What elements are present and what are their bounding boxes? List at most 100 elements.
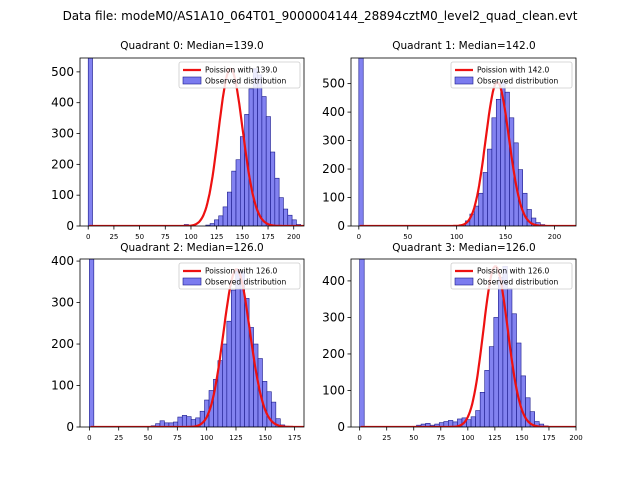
legend-bar-swatch <box>454 76 474 85</box>
x-tick-label: 25 <box>382 434 391 442</box>
legend-box <box>450 61 573 89</box>
histogram-bar <box>214 219 220 226</box>
x-tick-label: 175 <box>542 434 555 442</box>
histogram-bar <box>491 117 497 226</box>
y-tick-label: 400 <box>322 105 345 119</box>
plot-area <box>359 259 576 427</box>
histogram-bar <box>488 346 495 427</box>
histogram-bar <box>274 177 280 226</box>
x-tick-label: 75 <box>436 434 445 442</box>
histogram-bar <box>487 148 493 226</box>
y-tick-label: 200 <box>51 337 74 351</box>
histogram-bar <box>359 259 365 427</box>
x-tick-label: 150 <box>236 233 249 241</box>
legend-label-observed: Observed distribution <box>477 278 558 287</box>
panel-quadrant-3: Quadrant 3: Median=126.0 0 25 50 75 100 125 15… <box>322 242 583 442</box>
panel-title: Quadrant 0: Median=139.0 <box>120 40 263 52</box>
x-tick-label: 75 <box>173 434 182 442</box>
y-tick-label: 100 <box>322 383 345 397</box>
y-tick-label: 500 <box>51 65 74 79</box>
panel-title: Quadrant 2: Median=126.0 <box>120 242 263 254</box>
x-tick-label: 0 <box>357 233 361 241</box>
x-tick-label: 50 <box>409 434 418 442</box>
x-tick-label: 25 <box>114 434 123 442</box>
legend-bar-swatch <box>182 76 202 85</box>
x-tick-label: 0 <box>87 434 91 442</box>
histogram-bar <box>261 96 267 226</box>
panel-quadrant-2: Quadrant 2: Median=126.0 0 25 50 75 100 125 15… <box>51 242 305 442</box>
legend-box <box>450 262 573 290</box>
histogram-bar <box>218 215 224 226</box>
y-tick-label: 200 <box>51 157 74 171</box>
y-tick-label: 400 <box>51 254 74 268</box>
x-tick-label: 0 <box>86 233 90 241</box>
x-tick-label: 175 <box>288 434 301 442</box>
histogram-bar <box>278 197 284 226</box>
x-tick-label: 200 <box>548 233 561 241</box>
histogram-bar <box>231 170 237 226</box>
histogram-bar <box>235 269 241 427</box>
x-tick-label: 75 <box>161 233 170 241</box>
histogram-bar <box>222 206 228 226</box>
x-tick-label: 0 <box>357 434 361 442</box>
x-tick-label: 125 <box>229 434 242 442</box>
legend-label-observed: Observed distribution <box>205 77 286 86</box>
axes-frame <box>79 57 305 227</box>
histogram-bar <box>475 410 481 427</box>
x-tick-label: 150 <box>499 233 512 241</box>
histogram-bar <box>275 418 281 427</box>
x-tick-label: 125 <box>210 233 223 241</box>
panel-title: Quadrant 1: Median=142.0 <box>392 40 535 52</box>
legend: Poission with 139.0 Observed distribution <box>178 61 301 89</box>
y-tick-label: 200 <box>322 162 345 176</box>
histogram-bar <box>287 214 293 226</box>
histogram-bar <box>265 116 271 226</box>
x-tick-label: 200 <box>569 434 582 442</box>
y-tick-label: 400 <box>322 274 345 288</box>
x-tick-label: 50 <box>144 434 153 442</box>
x-tick-label: 125 <box>488 434 501 442</box>
axes-frame <box>350 57 577 227</box>
histogram-bar <box>493 317 499 427</box>
x-tick-label: 50 <box>135 233 144 241</box>
histogram-bar <box>235 159 241 226</box>
y-tick-label: 100 <box>51 188 74 202</box>
y-tick-label: 0 <box>337 420 345 434</box>
x-tick-label: 100 <box>450 233 463 241</box>
legend-label-observed: Observed distribution <box>205 278 286 287</box>
histogram-bar <box>520 375 526 427</box>
histogram-bar <box>484 370 490 427</box>
y-tick-label: 100 <box>322 191 345 205</box>
legend-label-fit: Poission with 142.0 <box>477 66 550 75</box>
y-tick-label: 300 <box>51 296 74 310</box>
legend-label-observed: Observed distribution <box>477 77 558 86</box>
legend-bar-swatch <box>454 277 474 286</box>
histogram-bar <box>495 98 501 226</box>
histogram-bar <box>89 259 95 427</box>
x-tick-label: 50 <box>403 233 412 241</box>
histogram-bar <box>181 415 188 427</box>
axes-frame <box>350 258 577 428</box>
legend-label-fit: Poission with 126.0 <box>205 267 278 276</box>
poisson-fit-line <box>360 265 576 427</box>
histogram-bar <box>516 342 522 427</box>
axes-frame <box>79 258 305 428</box>
panel-title: Quadrant 3: Median=126.0 <box>392 242 535 254</box>
legend-box <box>178 262 301 290</box>
legend-box <box>178 61 301 89</box>
x-tick-label: 100 <box>184 233 197 241</box>
y-tick-label: 0 <box>66 219 74 233</box>
poisson-fit-line <box>90 268 304 427</box>
legend: Poission with 126.0 Observed distribution <box>178 262 301 290</box>
x-tick-label: 150 <box>259 434 272 442</box>
panel-quadrant-0: Quadrant 0: Median=139.0 0 25 50 75 100 125 15… <box>51 40 305 241</box>
histogram-bar <box>502 266 508 427</box>
histogram-bar <box>230 289 237 427</box>
y-tick-label: 100 <box>51 379 74 393</box>
plot-area <box>89 259 304 427</box>
histogram-bar <box>177 416 183 427</box>
x-tick-label: 100 <box>461 434 474 442</box>
histogram-bar <box>498 276 504 427</box>
histogram-bar <box>482 172 488 226</box>
